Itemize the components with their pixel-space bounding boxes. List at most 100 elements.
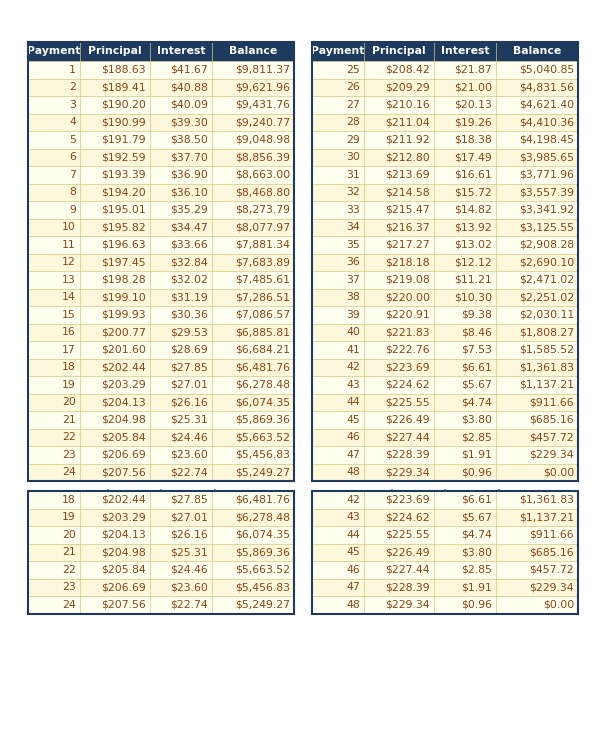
Bar bbox=[28, 411, 294, 429]
Bar bbox=[28, 596, 294, 613]
Text: $5,663.52: $5,663.52 bbox=[235, 565, 290, 575]
Bar bbox=[312, 201, 578, 218]
Text: $6.61: $6.61 bbox=[461, 362, 492, 372]
Bar bbox=[28, 429, 294, 446]
Bar bbox=[312, 42, 578, 481]
Text: $5.67: $5.67 bbox=[461, 380, 492, 390]
Text: $28.69: $28.69 bbox=[170, 345, 208, 355]
Text: $216.37: $216.37 bbox=[385, 222, 430, 232]
Text: $227.44: $227.44 bbox=[385, 565, 430, 575]
Text: $2.85: $2.85 bbox=[461, 432, 492, 442]
Text: $25.31: $25.31 bbox=[170, 415, 208, 425]
Bar bbox=[28, 236, 294, 253]
Text: 42: 42 bbox=[346, 362, 360, 372]
Text: $219.08: $219.08 bbox=[385, 274, 430, 285]
Text: 32: 32 bbox=[346, 188, 360, 197]
Text: Interest: Interest bbox=[157, 47, 205, 56]
Text: $32.84: $32.84 bbox=[170, 257, 208, 267]
Text: $2,690.10: $2,690.10 bbox=[519, 257, 574, 267]
Text: $4,831.56: $4,831.56 bbox=[519, 82, 574, 92]
Text: $6,074.35: $6,074.35 bbox=[235, 397, 290, 407]
Text: $1,137.21: $1,137.21 bbox=[519, 512, 574, 522]
Text: $218.18: $218.18 bbox=[385, 257, 430, 267]
Bar bbox=[28, 42, 294, 61]
Bar bbox=[312, 42, 578, 61]
Bar bbox=[312, 131, 578, 148]
Text: $209.29: $209.29 bbox=[385, 82, 430, 92]
Bar bbox=[312, 306, 578, 323]
Text: 18: 18 bbox=[62, 362, 76, 372]
Bar bbox=[312, 113, 578, 131]
Text: $6,074.35: $6,074.35 bbox=[235, 530, 290, 539]
Text: $685.16: $685.16 bbox=[529, 548, 574, 557]
Text: $19.26: $19.26 bbox=[454, 118, 492, 127]
Text: 38: 38 bbox=[346, 292, 360, 302]
Text: 3: 3 bbox=[69, 100, 76, 110]
Bar bbox=[312, 61, 578, 79]
Bar bbox=[312, 411, 578, 429]
Text: $6,885.81: $6,885.81 bbox=[235, 327, 290, 337]
Text: $199.10: $199.10 bbox=[101, 292, 146, 302]
Text: $27.85: $27.85 bbox=[170, 362, 208, 372]
Bar bbox=[28, 578, 294, 596]
Text: $212.80: $212.80 bbox=[385, 153, 430, 162]
Text: Payment: Payment bbox=[311, 47, 365, 56]
Text: 46: 46 bbox=[346, 432, 360, 442]
Text: .: . bbox=[106, 480, 110, 493]
Text: $9,048.98: $9,048.98 bbox=[235, 135, 290, 145]
Text: $3,985.65: $3,985.65 bbox=[519, 153, 574, 162]
Bar bbox=[28, 288, 294, 306]
Text: 47: 47 bbox=[346, 450, 360, 460]
Text: $2,030.11: $2,030.11 bbox=[519, 310, 574, 320]
Text: $35.29: $35.29 bbox=[170, 204, 208, 215]
Bar bbox=[312, 341, 578, 358]
Bar bbox=[312, 393, 578, 411]
Text: $204.13: $204.13 bbox=[101, 397, 146, 407]
Text: $6,481.76: $6,481.76 bbox=[235, 362, 290, 372]
Text: $29.53: $29.53 bbox=[170, 327, 208, 337]
Text: 44: 44 bbox=[346, 530, 360, 539]
Text: $5,456.83: $5,456.83 bbox=[235, 450, 290, 460]
Text: $20.13: $20.13 bbox=[454, 100, 492, 110]
Text: 11: 11 bbox=[62, 239, 76, 250]
Text: $198.28: $198.28 bbox=[101, 274, 146, 285]
Text: 21: 21 bbox=[62, 548, 76, 557]
Text: $7,086.57: $7,086.57 bbox=[235, 310, 290, 320]
Text: 15: 15 bbox=[62, 310, 76, 320]
Text: $0.96: $0.96 bbox=[461, 600, 492, 610]
Text: $2,908.28: $2,908.28 bbox=[519, 239, 574, 250]
Text: $229.34: $229.34 bbox=[529, 583, 574, 592]
Text: $3,557.39: $3,557.39 bbox=[519, 188, 574, 197]
Bar bbox=[28, 201, 294, 218]
Text: $229.34: $229.34 bbox=[385, 600, 430, 610]
Text: $226.49: $226.49 bbox=[385, 415, 430, 425]
Text: 33: 33 bbox=[346, 204, 360, 215]
Text: 14: 14 bbox=[62, 292, 76, 302]
Text: $23.60: $23.60 bbox=[170, 583, 208, 592]
Bar bbox=[312, 596, 578, 613]
Bar bbox=[312, 253, 578, 271]
Text: 19: 19 bbox=[62, 512, 76, 522]
Bar bbox=[312, 218, 578, 236]
Text: $201.60: $201.60 bbox=[101, 345, 146, 355]
Text: $4.74: $4.74 bbox=[461, 530, 492, 539]
Text: $222.76: $222.76 bbox=[385, 345, 430, 355]
Text: $214.58: $214.58 bbox=[385, 188, 430, 197]
Text: $37.70: $37.70 bbox=[170, 153, 208, 162]
Text: 24: 24 bbox=[62, 600, 76, 610]
Text: $685.16: $685.16 bbox=[529, 415, 574, 425]
Text: $223.69: $223.69 bbox=[385, 495, 430, 504]
Text: 5: 5 bbox=[69, 135, 76, 145]
Text: $193.39: $193.39 bbox=[101, 170, 146, 180]
Text: $8,273.79: $8,273.79 bbox=[235, 204, 290, 215]
Text: $228.39: $228.39 bbox=[385, 583, 430, 592]
Bar bbox=[312, 464, 578, 481]
Text: $221.83: $221.83 bbox=[385, 327, 430, 337]
Bar bbox=[312, 509, 578, 526]
Bar bbox=[312, 544, 578, 561]
Text: $190.20: $190.20 bbox=[101, 100, 146, 110]
Text: Balance: Balance bbox=[513, 47, 561, 56]
Text: $0.00: $0.00 bbox=[543, 600, 574, 610]
Text: 30: 30 bbox=[346, 153, 360, 162]
Text: $7,683.89: $7,683.89 bbox=[235, 257, 290, 267]
